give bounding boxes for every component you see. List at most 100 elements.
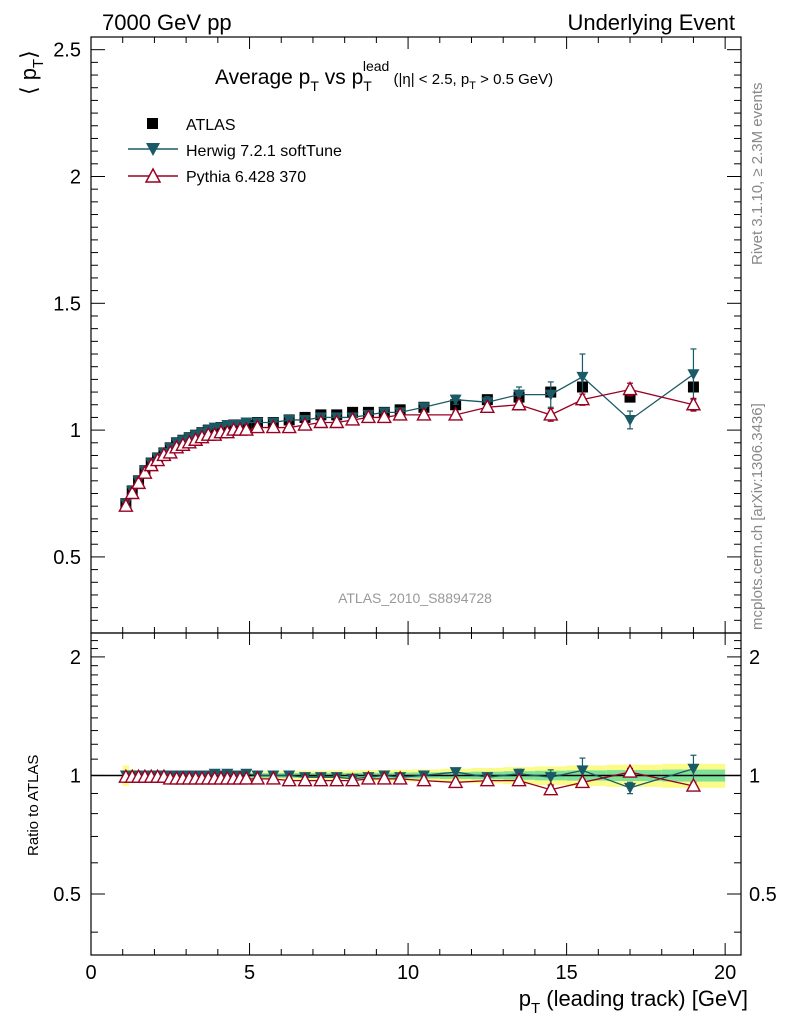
ratio-plot-frame <box>90 632 742 956</box>
pythia-point <box>416 406 432 421</box>
pythia-point <box>137 464 153 479</box>
pythia-point <box>622 381 638 396</box>
legend-pythia-label: Pythia 6.428 370 <box>186 169 306 186</box>
legend: ATLAS Herwig 7.2.1 softTune Pythia 6.428… <box>128 117 342 186</box>
x-tick-label: 10 <box>397 962 419 984</box>
y-tick-label-ratio: 2 <box>70 647 81 669</box>
pythia-ratio-point <box>685 777 702 792</box>
pythia-ratio-point <box>479 772 496 787</box>
herwig-ratio-point <box>576 765 589 777</box>
header-left-label: 7000 GeV pp <box>102 10 232 35</box>
legend-atlas-label: ATLAS <box>186 117 236 134</box>
pythia-point <box>447 406 464 421</box>
pythia-ratio-point <box>447 773 464 789</box>
herwig-ratio-point <box>544 772 557 784</box>
y-tick-label-ratio-right: 2 <box>749 647 760 669</box>
pythia-ratio-point <box>360 770 377 785</box>
pythia-point <box>124 485 140 500</box>
pythia-point <box>344 411 361 426</box>
x-label-sub: T <box>531 1000 540 1017</box>
title-sub-2: T <box>363 78 372 94</box>
pythia-ratio-point <box>392 770 408 785</box>
x-axis-label: pT (leading track) [GeV] <box>519 986 748 1017</box>
herwig-ratio-point <box>449 767 462 779</box>
herwig-ratio-point <box>687 763 700 775</box>
herwig-point <box>576 371 589 383</box>
pythia-ratio-point <box>281 772 297 787</box>
analysis-id-label: ATLAS_2010_S8894728 <box>338 590 492 606</box>
title-sup-2: lead <box>363 58 389 74</box>
y-axis-label-main: ⟨ pT⟩ <box>16 50 47 95</box>
pythia-point <box>238 421 255 436</box>
pythia-point <box>543 406 559 421</box>
y-tick-label-main: 2 <box>70 166 81 188</box>
pythia-line <box>125 388 694 507</box>
legend-herwig-marker <box>146 143 160 156</box>
x-tick-label: 20 <box>714 962 736 984</box>
legend-herwig-label: Herwig 7.2.1 softTune <box>186 143 342 160</box>
x-tick-label: 5 <box>244 962 255 984</box>
y-tick-label-main: 2.5 <box>53 40 81 62</box>
pythia-ratio-point <box>329 772 345 787</box>
x-tick-label: 15 <box>555 962 577 984</box>
x-label-p: p <box>519 986 531 1011</box>
y-tick-label-ratio-right: 0.5 <box>749 884 777 906</box>
herwig-point <box>624 414 637 426</box>
y-label-sub: T <box>30 59 47 68</box>
chart-title: Average pT vs pTlead (|η| < 2.5, pT > 0.… <box>215 58 553 94</box>
pythia-point <box>313 414 329 429</box>
pythia-point <box>130 474 147 490</box>
axes-layer: 0 5 10 15 20 0.5 1 1.5 2 2.5 0.5 0.5 1 1 2 2 <box>53 36 777 984</box>
pythia-ratio-point <box>238 770 255 785</box>
herwig-point <box>544 389 557 401</box>
title-cut-end: > 0.5 GeV) <box>476 71 553 88</box>
atlas-point <box>624 391 636 403</box>
pythia-point <box>281 419 297 434</box>
y-tick-label-main: 0.5 <box>53 547 81 569</box>
herwig-point <box>687 369 700 381</box>
title-cut-sub: T <box>469 80 476 92</box>
header-right-label: Underlying Event <box>567 10 735 35</box>
herwig-ratio-point <box>624 782 637 794</box>
legend-pythia-marker <box>144 167 162 183</box>
pythia-ratio-point <box>376 770 392 785</box>
pythia-ratio-point <box>249 770 266 785</box>
y-tick-label-main: 1 <box>70 420 81 442</box>
rivet-version-label: Rivet 3.1.10, ≥ 2.3M events <box>749 83 766 266</box>
pythia-ratio-point <box>313 772 329 787</box>
y-tick-label-main: 1.5 <box>53 293 81 315</box>
marks-layer <box>91 348 741 796</box>
mcplots-source-label: mcplots.cern.ch [arXiv:1306.3436] <box>749 403 766 630</box>
pythia-ratio-point <box>574 773 591 789</box>
y-tick-label-ratio: 1 <box>70 765 81 787</box>
pythia-ratio-point <box>416 772 432 787</box>
y-axis-label-ratio: Ratio to ATLAS <box>25 755 42 856</box>
y-label-close: ⟩ <box>16 50 41 59</box>
pythia-point <box>249 419 266 434</box>
herwig-point <box>513 389 526 401</box>
pythia-point <box>265 419 281 434</box>
pythia-ratio-point <box>622 763 638 778</box>
svg-text:⟨ pT⟩: ⟨ pT⟩ <box>16 50 47 95</box>
pythia-point <box>574 391 591 406</box>
pythia-point <box>118 497 134 512</box>
y-tick-label-ratio: 0.5 <box>53 884 81 906</box>
y-tick-label-ratio-right: 1 <box>749 765 760 787</box>
pythia-ratio-point <box>543 781 559 796</box>
title-cut: (|η| < 2.5, p <box>389 71 469 88</box>
title-part-1: Average p <box>215 66 310 89</box>
pythia-point <box>360 408 377 424</box>
pythia-ratio-point <box>344 772 361 787</box>
pythia-point <box>511 396 527 411</box>
legend-atlas-marker <box>147 118 158 129</box>
pythia-ratio-point <box>265 770 281 785</box>
x-label-rest: (leading track) [GeV] <box>540 986 748 1011</box>
herwig-point <box>449 394 462 406</box>
pythia-point <box>329 414 345 429</box>
pythia-point <box>297 416 313 431</box>
pythia-point <box>392 406 408 421</box>
pythia-ratio-point <box>511 772 527 787</box>
title-sub-1: T <box>310 78 319 94</box>
y-label-open: ⟨ p <box>16 68 41 95</box>
